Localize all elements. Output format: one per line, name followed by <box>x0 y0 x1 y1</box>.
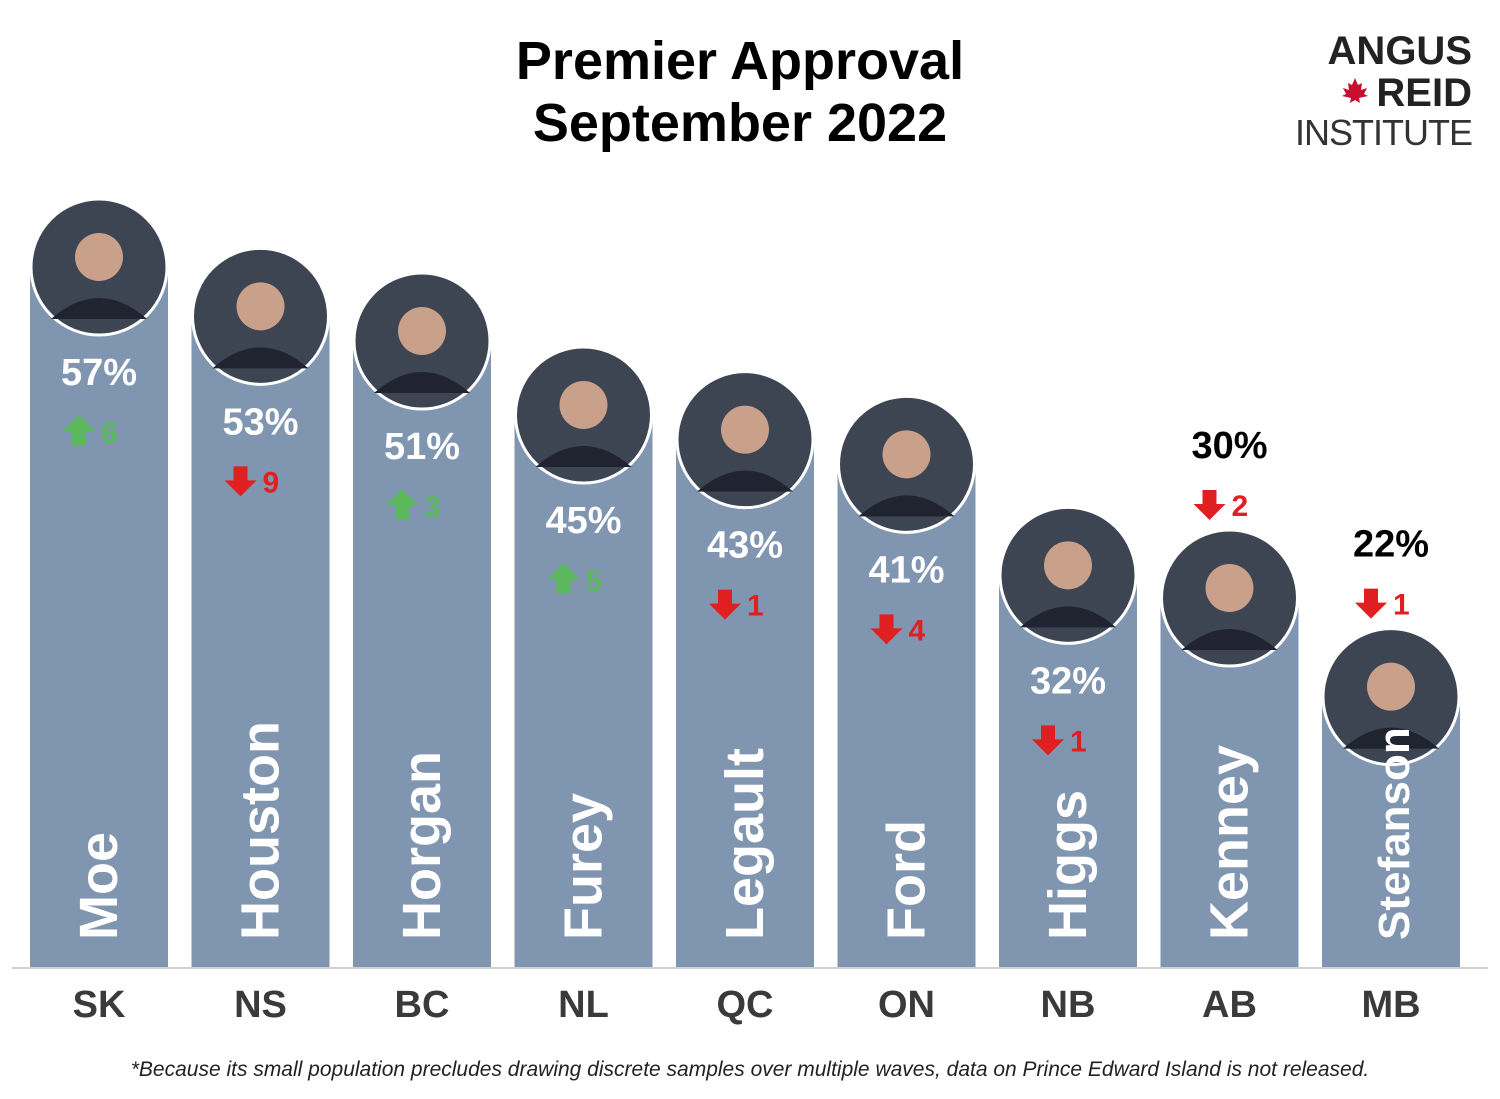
province-label-bc: BC <box>395 984 450 1026</box>
premier-suit-sk <box>51 298 147 319</box>
maple-leaf-icon <box>1340 72 1370 114</box>
change-label-ns: 9 <box>263 466 280 499</box>
value-label-bc: 51% <box>384 426 460 468</box>
change-label-mb: 1 <box>1393 589 1410 622</box>
bar-on <box>837 462 976 968</box>
bar-nl <box>514 413 653 968</box>
arrow-down-icon-ab <box>1193 490 1226 520</box>
value-label-qc: 43% <box>707 525 783 567</box>
bar-qc <box>676 437 814 969</box>
province-label-qc: QC <box>717 984 774 1026</box>
province-label-nl: NL <box>558 984 609 1026</box>
premier-face-nb <box>1044 541 1092 590</box>
arrow-up-icon-sk <box>63 415 95 445</box>
change-label-bc: 3 <box>424 491 441 524</box>
premier-name-ns: Houston <box>231 721 291 940</box>
province-label-nb: NB <box>1041 984 1096 1026</box>
premier-face-mb <box>1367 662 1415 711</box>
premier-suit-nl <box>535 446 632 467</box>
premier-face-on <box>882 430 931 479</box>
value-label-ab: 30% <box>1191 425 1267 467</box>
premier-name-nl: Furey <box>554 793 614 940</box>
premier-suit-qc <box>697 470 793 492</box>
premier-name-nb: Higgs <box>1038 790 1098 940</box>
arrow-down-icon-nb <box>1032 725 1064 756</box>
premier-face-bc <box>398 307 446 355</box>
bar-sk <box>30 265 168 968</box>
change-label-nl: 5 <box>586 565 603 598</box>
arrow-down-icon-on <box>870 614 903 645</box>
premier-suit-mb <box>1343 727 1439 749</box>
arrow-up-icon-bc <box>386 489 418 519</box>
change-label-nb: 1 <box>1070 725 1087 758</box>
premier-suit-ns <box>212 347 309 369</box>
bar-ns <box>191 314 330 968</box>
change-label-ab: 2 <box>1232 490 1249 523</box>
value-label-sk: 57% <box>61 352 137 394</box>
premier-suit-ab <box>1181 629 1278 650</box>
angus-reid-logo: ANGUS REID INSTITUTE <box>1292 29 1473 153</box>
value-label-nl: 45% <box>545 500 621 542</box>
chart-title: Premier Approval September 2022 <box>290 30 1190 154</box>
footnote: *Because its small population precludes … <box>130 1058 1370 1081</box>
change-label-sk: 6 <box>101 417 118 450</box>
province-label-mb: MB <box>1361 984 1420 1026</box>
arrow-down-icon-ns <box>224 466 257 497</box>
premier-name-ab: Kenney <box>1200 745 1260 940</box>
logo-line-2: REID <box>1376 71 1472 115</box>
arrow-up-icon-nl <box>547 563 580 593</box>
premier-name-sk: Moe <box>69 832 129 940</box>
premier-face-ab <box>1205 564 1254 612</box>
value-label-ns: 53% <box>222 401 298 443</box>
title-line-1: Premier Approval <box>515 31 965 91</box>
logo-line-1: ANGUS <box>1327 29 1472 73</box>
premier-name-on: Ford <box>877 820 937 940</box>
logo-line-3: INSTITUTE <box>1295 112 1473 153</box>
province-label-ab: AB <box>1202 984 1257 1026</box>
title-line-2: September 2022 <box>532 93 948 153</box>
province-label-sk: SK <box>73 984 126 1026</box>
premier-face-ns <box>236 282 285 331</box>
change-label-qc: 1 <box>747 590 764 623</box>
premier-face-nl <box>559 381 608 429</box>
premier-name-mb: Stefanson <box>1370 727 1419 940</box>
change-label-on: 4 <box>909 614 926 647</box>
premier-suit-on <box>858 495 955 517</box>
value-label-mb: 22% <box>1353 524 1429 566</box>
premier-name-qc: Legault <box>715 748 775 940</box>
arrow-down-icon-mb <box>1355 588 1387 619</box>
premier-suit-bc <box>374 372 470 393</box>
province-label-on: ON <box>878 984 935 1026</box>
premier-suit-nb <box>1020 606 1116 628</box>
premier-face-qc <box>721 405 769 454</box>
premier-face-sk <box>75 233 123 281</box>
province-label-ns: NS <box>234 984 287 1026</box>
arrow-down-icon-qc <box>709 589 741 620</box>
bar-bc <box>353 339 491 968</box>
value-label-on: 41% <box>868 549 944 591</box>
value-label-nb: 32% <box>1030 660 1106 702</box>
premier-name-bc: Horgan <box>392 751 452 940</box>
